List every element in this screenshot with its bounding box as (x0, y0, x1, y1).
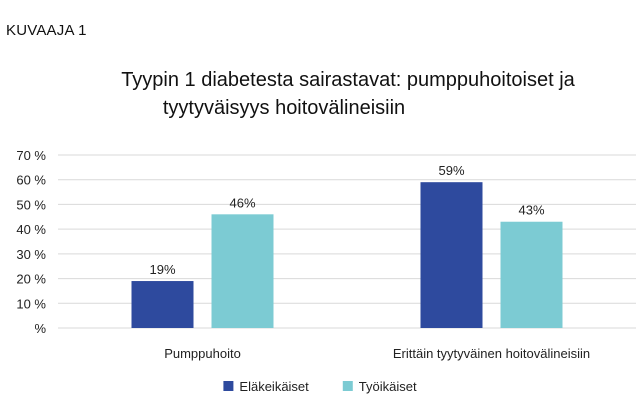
y-axis-tick-labels: % 10 % 20 % 30 % 40 % 50 % 60 % 70 % (16, 148, 46, 336)
y-tick-label: 20 % (16, 272, 46, 287)
figure-label: KUVAAJA 1 (6, 22, 87, 39)
data-labels: 19% 46% 59% 43% (149, 163, 544, 277)
legend: Eläkeikäiset Työikäiset (223, 379, 417, 394)
x-axis-category-labels: Pumppuhoito Erittäin tyytyväinen hoitoväl… (164, 346, 590, 361)
bar (420, 182, 483, 328)
y-tick-label: 40 % (16, 222, 46, 237)
y-tick-label: 50 % (16, 197, 46, 212)
x-category-label: Erittäin tyytyväinen hoitovälineisiin (393, 346, 590, 361)
legend-label: Työikäiset (359, 379, 417, 394)
data-label: 46% (229, 195, 255, 210)
chart-title-line-1: Tyypin 1 diabetesta sairastavat: pumppuh… (121, 69, 575, 91)
data-label: 19% (149, 262, 175, 277)
bars (131, 182, 563, 328)
chart-title: Tyypin 1 diabetesta sairastavat: pumppuh… (0, 66, 640, 122)
bar (211, 214, 274, 328)
chart-title-line-2: tyytyväisyys hoitovälineisiin (162, 97, 406, 119)
x-category-label: Pumppuhoito (164, 346, 241, 361)
bar (500, 221, 563, 328)
y-tick-label: 10 % (16, 296, 46, 311)
legend-swatch (342, 381, 353, 391)
legend-swatch (223, 381, 234, 391)
data-label: 43% (518, 203, 544, 218)
bar (131, 281, 194, 328)
y-tick-label: % (34, 321, 46, 336)
y-tick-label: 70 % (16, 148, 46, 163)
legend-label: Eläkeikäiset (239, 379, 309, 394)
data-label: 59% (438, 163, 464, 178)
y-tick-label: 60 % (16, 173, 46, 188)
y-tick-label: 30 % (16, 247, 46, 262)
